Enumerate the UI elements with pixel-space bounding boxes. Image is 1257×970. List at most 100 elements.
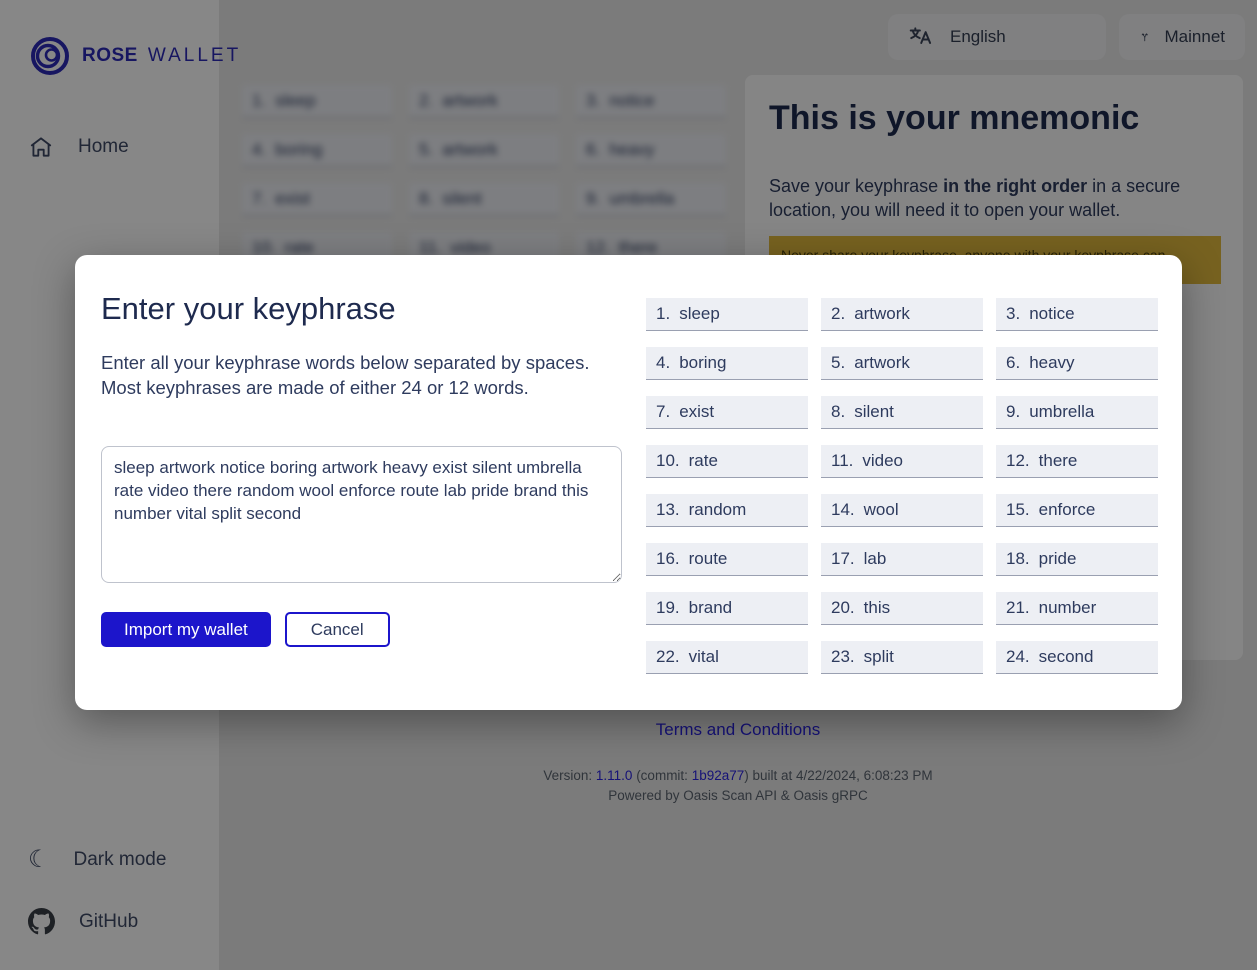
import-wallet-button[interactable]: Import my wallet [101, 612, 271, 647]
version-link[interactable]: 1.11.0 [595, 768, 633, 783]
word-number: 8. [831, 402, 846, 421]
word-text: notice [609, 91, 655, 110]
github-icon [28, 908, 55, 935]
sidebar-item-dark-mode[interactable]: ☾ Dark mode [28, 848, 166, 872]
mnemonic-word-chip: 6. heavy [576, 134, 726, 167]
word-text: exist [275, 189, 311, 208]
commit-link[interactable]: 1b92a77 [691, 768, 745, 783]
word-number: 9. [1006, 402, 1021, 421]
mnemonic-word-chip: 2. artwork [409, 85, 559, 118]
word-text: notice [1029, 304, 1075, 323]
mnemonic-word-chip: 12. there [996, 445, 1158, 478]
mnemonic-word-chip: 16. route [646, 543, 808, 576]
word-text: sleep [679, 304, 720, 323]
word-text: second [1038, 647, 1094, 666]
mnemonic-word-chip: 22. vital [646, 641, 808, 674]
mnemonic-word-chip: 10. rate [646, 445, 808, 478]
mnemonic-description: Save your keyphrase in the right order i… [769, 176, 1181, 221]
sidebar-item-label: GitHub [79, 910, 139, 932]
home-icon [30, 137, 52, 157]
terms-and-conditions-link[interactable]: Terms and Conditions [655, 720, 821, 739]
word-text: artwork [854, 353, 910, 372]
word-text: boring [679, 353, 727, 372]
word-number: 13. [656, 500, 680, 519]
word-number: 2. [419, 91, 434, 110]
mnemonic-word-chip: 9. umbrella [576, 183, 726, 216]
rose-wallet-logo[interactable]: ROSE WALLET [28, 34, 241, 78]
word-number: 1. [252, 91, 267, 110]
language-selected-label: English [950, 27, 1006, 46]
word-number: 14. [831, 500, 855, 519]
logo-text-wallet: WALLET [147, 45, 242, 66]
word-number: 10. [252, 238, 276, 257]
word-text: there [618, 238, 658, 257]
mnemonic-word-chip: 14. wool [821, 494, 983, 527]
language-selector[interactable]: English [888, 14, 1106, 60]
word-number: 3. [586, 91, 601, 110]
mnemonic-word-chip: 20. this [821, 592, 983, 625]
moon-icon: ☾ [28, 846, 50, 873]
word-number: 21. [1006, 598, 1030, 617]
mnemonic-word-chip: 4. boring [646, 347, 808, 380]
word-text: umbrella [1029, 402, 1095, 421]
word-number: 5. [419, 140, 434, 159]
word-number: 9. [586, 189, 601, 208]
word-number: 19. [656, 598, 680, 617]
modal-description: Enter all your keyphrase words below sep… [101, 352, 590, 398]
word-number: 8. [419, 189, 434, 208]
word-number: 7. [656, 402, 671, 421]
word-text: random [688, 500, 747, 519]
word-number: 6. [586, 140, 601, 159]
word-text: sleep [275, 91, 316, 110]
mnemonic-word-chip: 5. artwork [821, 347, 983, 380]
word-text: boring [275, 140, 323, 159]
description-bold: in the right order [943, 176, 1088, 196]
word-number: 5. [831, 353, 846, 372]
word-text: exist [679, 402, 715, 421]
keyphrase-input[interactable]: sleep artwork notice boring artwork heav… [101, 446, 622, 583]
mnemonic-word-chip: 9. umbrella [996, 396, 1158, 429]
mnemonic-word-chip: 17. lab [821, 543, 983, 576]
mnemonic-word-chip: 5. artwork [409, 134, 559, 167]
translate-icon [909, 27, 932, 44]
word-number: 17. [831, 549, 855, 568]
word-text: this [863, 598, 891, 617]
word-number: 3. [1006, 304, 1021, 323]
version-line: Version: 1.11.0 (commit: 1b92a77) built … [219, 768, 1257, 783]
mnemonic-word-chip: 2. artwork [821, 298, 983, 331]
built-suffix: ) built at 4/22/2024, 6:08:23 PM [744, 768, 933, 783]
sidebar-item-home[interactable]: Home [28, 134, 129, 160]
word-text: video [450, 238, 492, 257]
mnemonic-word-chip: 3. notice [996, 298, 1158, 331]
word-number: 6. [1006, 353, 1021, 372]
word-number: 12. [1006, 451, 1030, 470]
word-text: heavy [609, 140, 655, 159]
mnemonic-word-chip: 10. rate [242, 232, 392, 265]
word-number: 1. [656, 304, 671, 323]
mnemonic-word-chip: 7. exist [242, 183, 392, 216]
sidebar-item-github[interactable]: GitHub [28, 908, 138, 935]
network-selected-label: Mainnet [1164, 27, 1225, 46]
mnemonic-word-chip: 11. video [821, 445, 983, 478]
mnemonic-word-chip: 24. second [996, 641, 1158, 674]
word-number: 10. [656, 451, 680, 470]
cancel-button[interactable]: Cancel [284, 612, 390, 647]
mnemonic-word-chip: 4. boring [242, 134, 392, 167]
word-text: rate [688, 451, 718, 470]
network-selector[interactable]: Mainnet [1119, 14, 1245, 60]
mnemonic-word-chip: 8. silent [409, 183, 559, 216]
rose-logo-icon [31, 37, 69, 75]
word-number: 11. [419, 238, 442, 257]
word-number: 23. [831, 647, 855, 666]
word-text: artwork [442, 140, 498, 159]
word-number: 18. [1006, 549, 1030, 568]
mnemonic-word-chip: 15. enforce [996, 494, 1158, 527]
word-text: brand [688, 598, 733, 617]
word-text: split [863, 647, 894, 666]
word-text: route [688, 549, 728, 568]
mnemonic-word-chip: 1. sleep [242, 85, 392, 118]
word-text: umbrella [609, 189, 675, 208]
word-number: 15. [1006, 500, 1030, 519]
mnemonic-word-chip: 19. brand [646, 592, 808, 625]
